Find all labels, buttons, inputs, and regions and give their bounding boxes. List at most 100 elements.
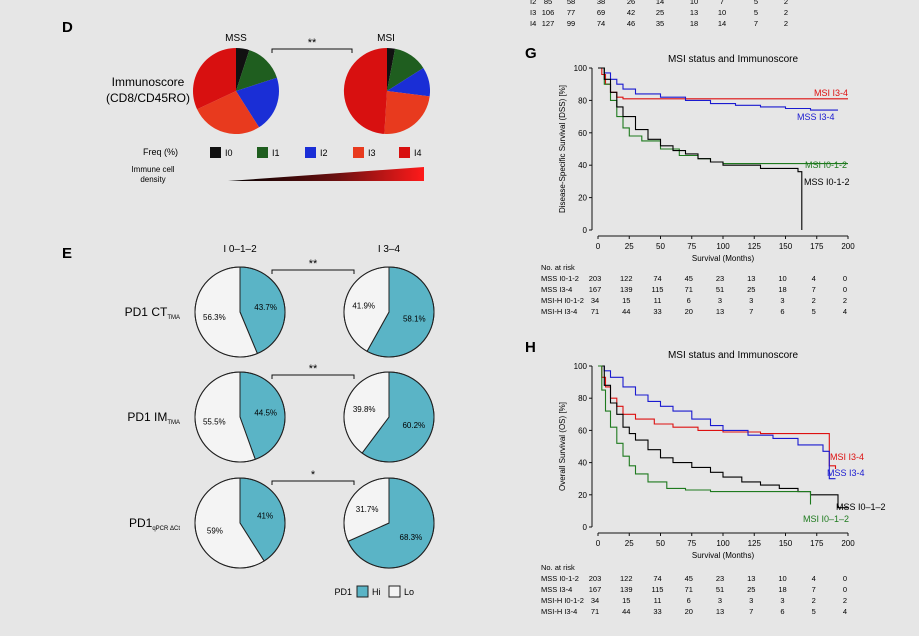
risk-table-cell: 7: [749, 607, 753, 616]
col-header-i34: I 3–4: [378, 244, 401, 255]
km-y-label: Disease-Specific Survival (DSS) [%]: [558, 85, 567, 213]
risk-table-cell: 2: [843, 296, 847, 305]
pd1-significance-bracket: [271, 269, 355, 274]
risk-table-cell: 51: [716, 585, 724, 594]
top-table-cell: I2: [530, 0, 536, 6]
risk-table-cell: 5: [812, 607, 816, 616]
top-table-cell: 5: [754, 8, 758, 17]
pd1-pie-outline: [194, 371, 286, 463]
top-table-cell: 14: [656, 0, 664, 6]
significance-bracket-d: [271, 48, 353, 53]
risk-table-row-label: MSS I0-1-2: [541, 574, 579, 583]
risk-table-row-label: MSI-H I3-4: [541, 307, 577, 316]
pd1-row-label: PD1 IMTMA: [127, 410, 180, 426]
km-x-tick-label: 150: [779, 539, 793, 548]
risk-table-cell: 6: [687, 296, 691, 305]
km-series-line: [598, 365, 836, 480]
km-x-tick-label: 50: [656, 539, 665, 548]
pd1-pie-outline: [343, 477, 435, 569]
km-x-tick-label: 25: [625, 539, 634, 548]
density-label-2: density: [140, 175, 165, 184]
top-table-cell: I3: [530, 8, 536, 17]
pd1-significance-mark: **: [309, 258, 318, 270]
top-table-cell: 13: [690, 8, 698, 17]
pie-msi-slice: [387, 67, 430, 97]
risk-table-header: No. at risk: [541, 563, 575, 572]
panel-h-letter: H: [525, 339, 536, 356]
risk-table-cell: 4: [812, 274, 816, 283]
top-table-cell: 42: [627, 8, 635, 17]
risk-table-cell: 74: [653, 274, 661, 283]
pd1-legend-label-hi: Hi: [372, 587, 381, 597]
top-table-cell: 2: [784, 8, 788, 17]
risk-table-cell: 51: [716, 285, 724, 294]
pd1-pie-label: 43.7%: [254, 303, 277, 312]
top-table-cell: 26: [627, 0, 635, 6]
top-table-cell: 25: [656, 8, 664, 17]
top-table-cell: 10: [690, 0, 698, 6]
risk-table-row-label: MSI-H I0-1-2: [541, 596, 584, 605]
pd1-row-labels: PD1 CTTMA PD1 IMTMA PD1qPCR ΔCt: [125, 305, 181, 532]
legend-swatch-i1: [257, 147, 268, 158]
legend-swatch-i0: [210, 147, 221, 158]
top-table-cell: 10: [718, 8, 726, 17]
panel-d: D Immunoscore (CD8/CD45RO) MSS MSI ** Fr…: [62, 19, 430, 184]
top-risk-table-fragment: I2 85 58 38 26 14 10 7 5 2 I3 106 77 69 42 25 13 10 5 2 I4 12…: [530, 0, 788, 28]
risk-table-cell: 4: [812, 574, 816, 583]
density-gradient-wedge: [228, 167, 424, 181]
top-table-cell: 5: [754, 0, 758, 6]
risk-table-cell: 13: [747, 574, 755, 583]
pd1-significance-mark: *: [311, 469, 316, 481]
km-series-label: MSS I0-1-2: [804, 177, 850, 187]
panel-h: H MSI status and Immunoscore020406080100…: [525, 339, 886, 616]
panel-e: E I 0–1–2 I 3–4 PD1 CTTMA PD1 IMTMA PD1qPC…: [62, 244, 435, 598]
pd1-significance-bracket: [271, 374, 355, 379]
pie-mss-slice: [236, 77, 280, 128]
risk-table-cell: 18: [778, 585, 786, 594]
pie-mss-slice: [236, 50, 277, 91]
pd1-legend-label-lo: Lo: [404, 587, 414, 597]
km-series-label: MSI I3-4: [830, 452, 864, 462]
km-x-tick-label: 100: [716, 242, 730, 251]
km-x-tick-label: 100: [716, 539, 730, 548]
risk-table-cell: 5: [812, 307, 816, 316]
pie-mss-slice: [192, 48, 236, 110]
legend-label-i1: I1: [272, 148, 280, 158]
risk-table-cell: 34: [591, 596, 599, 605]
pd1-pie-outline: [194, 477, 286, 569]
km-series-label: MSI I0–1–2: [803, 514, 849, 524]
density-label: Immune cell: [131, 165, 174, 174]
pie-msi-slice: [387, 47, 396, 91]
risk-table-row-label: MSS I3-4: [541, 285, 572, 294]
risk-table-cell: 15: [622, 296, 630, 305]
km-series-line: [598, 67, 803, 230]
top-table-cell: 99: [567, 19, 575, 28]
km-y-tick-label: 20: [578, 194, 587, 203]
km-x-tick-label: 25: [625, 242, 634, 251]
immunoscore-label: Immunoscore: [112, 75, 185, 89]
risk-table-cell: 71: [591, 607, 599, 616]
risk-table-cell: 0: [843, 285, 847, 294]
pie-mss: [192, 47, 280, 135]
risk-table-cell: 25: [747, 285, 755, 294]
km-title: MSI status and Immunoscore: [668, 350, 798, 361]
risk-table-cell: 203: [589, 574, 602, 583]
km-series-line: [598, 365, 837, 469]
top-table-cell: 14: [718, 19, 726, 28]
km-x-tick-label: 0: [596, 539, 601, 548]
top-table-cell: 74: [597, 19, 605, 28]
risk-table-cell: 45: [685, 274, 693, 283]
pd1-row-label: PD1qPCR ΔCt: [129, 516, 180, 532]
risk-table-cell: 3: [718, 296, 722, 305]
pd1-pie-label: 41.9%: [352, 301, 375, 310]
top-table-cell: 69: [597, 8, 605, 17]
km-y-tick-label: 100: [574, 64, 588, 73]
risk-table-cell: 13: [747, 274, 755, 283]
pie-msi-slice: [384, 91, 430, 135]
risk-table-cell: 11: [654, 596, 662, 605]
risk-table-cell: 74: [653, 574, 661, 583]
legend-label-i4: I4: [414, 148, 422, 158]
km-x-tick-label: 175: [810, 539, 824, 548]
